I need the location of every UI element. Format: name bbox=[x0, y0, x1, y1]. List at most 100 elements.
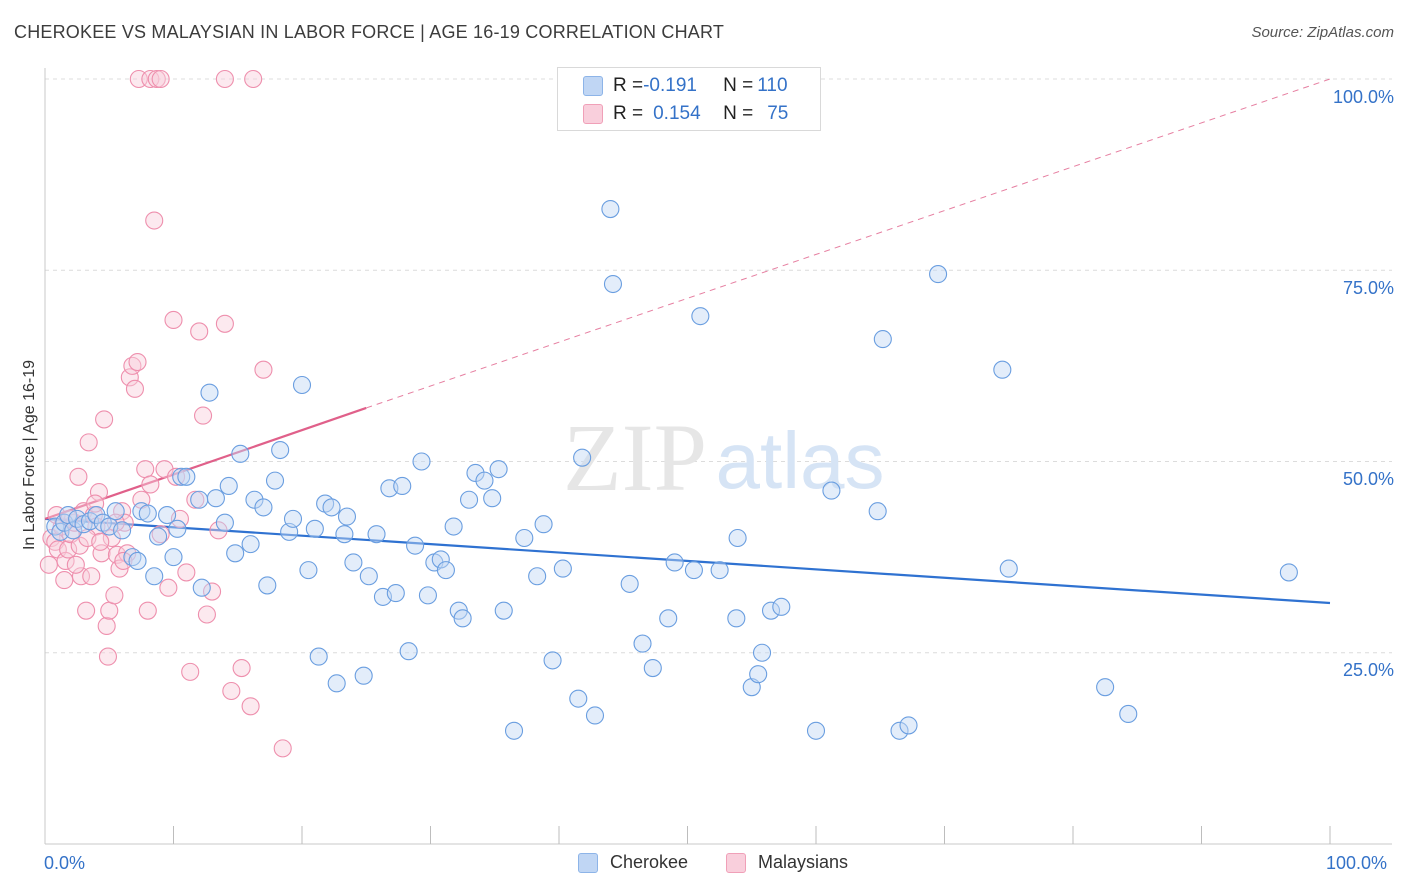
point-cherokee bbox=[292, 375, 312, 395]
point-malaysians bbox=[209, 521, 228, 540]
point-malaysians bbox=[56, 551, 75, 571]
point-cherokee bbox=[585, 706, 605, 725]
legend-row-cherokee: R = -0.191 N = 110 bbox=[583, 72, 788, 100]
point-cherokee bbox=[999, 559, 1018, 578]
point-cherokee bbox=[873, 330, 892, 349]
point-cherokee bbox=[305, 519, 324, 538]
point-cherokee bbox=[200, 383, 219, 402]
legend-swatch-malaysians bbox=[726, 852, 746, 873]
legend-n-value: 75 bbox=[767, 103, 789, 124]
gridlines bbox=[45, 78, 1392, 654]
point-cherokee bbox=[691, 307, 710, 326]
point-malaysians bbox=[77, 601, 96, 620]
point-malaysians bbox=[194, 406, 213, 425]
point-malaysians bbox=[100, 601, 119, 620]
point-malaysians bbox=[197, 605, 216, 624]
point-cherokee bbox=[603, 274, 623, 294]
point-cherokee bbox=[359, 567, 378, 586]
point-malaysians bbox=[105, 586, 124, 605]
point-cherokee bbox=[890, 721, 909, 740]
point-malaysians bbox=[145, 211, 164, 230]
point-malaysians bbox=[92, 544, 111, 563]
legend-n-label: N = bbox=[723, 103, 754, 124]
legend-item-cherokee[interactable]: Cherokee bbox=[578, 852, 688, 873]
legend-swatch-cherokee bbox=[583, 76, 603, 96]
point-malaysians bbox=[159, 578, 178, 597]
point-cherokee bbox=[436, 561, 455, 580]
point-malaysians bbox=[241, 697, 260, 716]
point-malaysians bbox=[215, 69, 234, 89]
point-malaysians bbox=[190, 322, 209, 341]
point-cherokee bbox=[453, 609, 472, 628]
point-cherokee bbox=[206, 489, 225, 508]
point-cherokee bbox=[64, 521, 83, 540]
point-cherokee bbox=[475, 471, 494, 490]
point-cherokee bbox=[761, 601, 781, 620]
point-cherokee bbox=[1119, 704, 1138, 724]
point-cherokee bbox=[337, 507, 357, 526]
point-cherokee bbox=[87, 505, 106, 525]
point-cherokee bbox=[412, 452, 431, 471]
point-malaysians bbox=[254, 360, 273, 379]
point-malaysians bbox=[82, 567, 101, 586]
point-cherokee bbox=[145, 567, 164, 586]
point-cherokee bbox=[164, 548, 183, 567]
x-tick-min: 0.0% bbox=[44, 853, 86, 873]
point-malaysians bbox=[136, 460, 155, 479]
point-malaysians bbox=[128, 352, 147, 372]
watermark: ZIP atlas bbox=[563, 404, 884, 511]
point-malaysians bbox=[151, 69, 170, 89]
point-cherokee bbox=[528, 567, 547, 586]
point-cherokee bbox=[299, 561, 318, 580]
y-tick-50: 50.0% bbox=[1342, 469, 1394, 489]
point-cherokee bbox=[1279, 563, 1298, 582]
point-malaysians bbox=[97, 616, 116, 636]
point-cherokee bbox=[1096, 678, 1115, 697]
point-cherokee bbox=[399, 642, 418, 661]
point-cherokee bbox=[431, 550, 450, 569]
point-cherokee bbox=[113, 521, 132, 540]
point-malaysians bbox=[215, 314, 234, 333]
point-malaysians bbox=[69, 467, 88, 486]
legend-swatch-cherokee bbox=[578, 852, 598, 873]
point-malaysians bbox=[120, 368, 139, 387]
point-cherokee bbox=[128, 551, 147, 571]
point-cherokee bbox=[483, 489, 502, 508]
point-cherokee bbox=[192, 578, 211, 597]
trend-line-cherokee bbox=[44, 517, 1331, 605]
legend-row-malaysians: R = 0.154 N = 75 bbox=[583, 100, 788, 128]
series-legend: Cherokee Malaysians bbox=[0, 852, 1406, 876]
point-malaysians bbox=[59, 540, 78, 559]
y-tick-75: 75.0% bbox=[1342, 278, 1394, 298]
point-malaysians bbox=[141, 475, 160, 494]
point-cherokee bbox=[665, 553, 684, 572]
legend-item-malaysians[interactable]: Malaysians bbox=[726, 852, 848, 873]
point-malaysians bbox=[203, 582, 222, 601]
point-malaysians bbox=[79, 433, 98, 452]
legend-label-malaysians: Malaysians bbox=[758, 852, 849, 872]
point-cherokee bbox=[231, 444, 250, 463]
legend-r-label: R = bbox=[613, 103, 644, 124]
point-malaysians bbox=[98, 647, 118, 666]
point-cherokee bbox=[258, 576, 277, 595]
point-malaysians bbox=[147, 69, 166, 89]
point-malaysians bbox=[89, 483, 109, 502]
point-cherokee bbox=[772, 597, 791, 616]
point-cherokee bbox=[418, 586, 437, 605]
point-cherokee bbox=[868, 502, 887, 521]
watermark-atlas: atlas bbox=[716, 416, 885, 505]
point-malaysians bbox=[95, 410, 114, 429]
point-cherokee bbox=[158, 505, 177, 525]
point-malaysians bbox=[141, 69, 160, 89]
axes bbox=[44, 68, 1392, 845]
legend-label-cherokee: Cherokee bbox=[610, 852, 689, 872]
point-malaysians bbox=[39, 555, 58, 574]
point-cherokee bbox=[149, 527, 168, 546]
point-cherokee bbox=[219, 476, 238, 496]
point-cherokee bbox=[344, 553, 363, 572]
point-cherokee bbox=[620, 574, 639, 593]
point-cherokee bbox=[752, 643, 772, 662]
point-cherokee bbox=[553, 559, 572, 578]
trend-line-malaysians-dashed bbox=[366, 78, 1331, 409]
